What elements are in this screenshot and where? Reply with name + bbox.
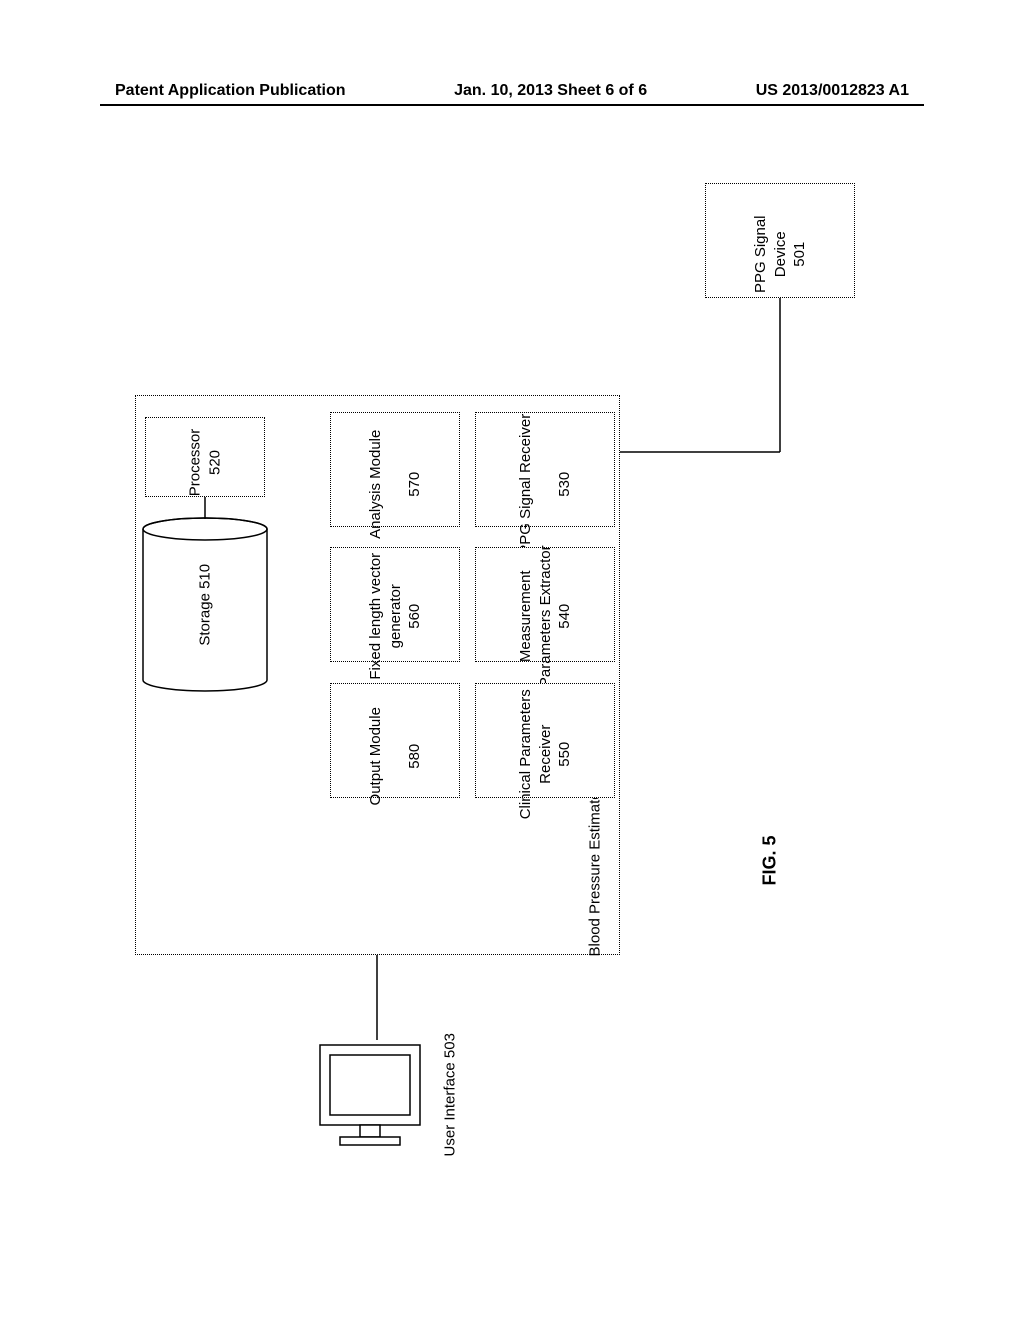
diagram-fig5: Blood Pressure Estimator System 500 PPG … (135, 165, 890, 1185)
page-header: Patent Application Publication Jan. 10, … (0, 82, 1024, 100)
figure-label: FIG. 5 (760, 796, 781, 886)
header-left: Patent Application Publication (115, 82, 346, 100)
connector-ppg-to-system (135, 165, 895, 1165)
figure-label-text: FIG. 5 (760, 835, 780, 885)
header-rule (100, 104, 924, 106)
header-center: Jan. 10, 2013 Sheet 6 of 6 (454, 82, 647, 100)
header-right: US 2013/0012823 A1 (756, 82, 909, 100)
